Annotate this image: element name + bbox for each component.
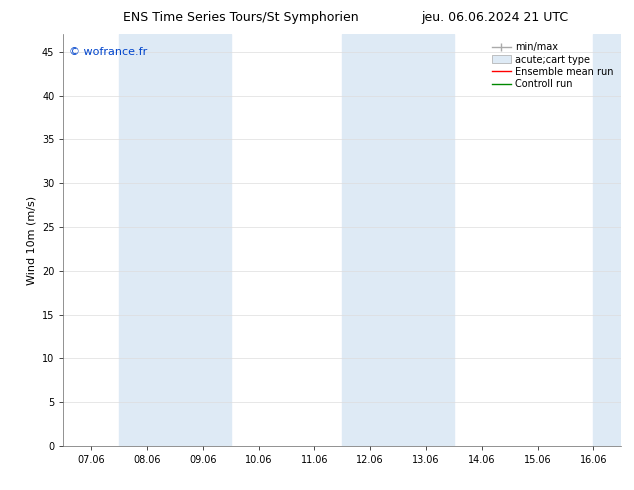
- Bar: [342, 34, 454, 446]
- Bar: [119, 34, 231, 446]
- Text: jeu. 06.06.2024 21 UTC: jeu. 06.06.2024 21 UTC: [421, 11, 568, 24]
- Text: ENS Time Series Tours/St Symphorien: ENS Time Series Tours/St Symphorien: [123, 11, 359, 24]
- Y-axis label: Wind 10m (m/s): Wind 10m (m/s): [27, 196, 36, 285]
- Legend: min/max, acute;cart type, Ensemble mean run, Controll run: min/max, acute;cart type, Ensemble mean …: [489, 39, 616, 92]
- Text: © wofrance.fr: © wofrance.fr: [69, 47, 147, 57]
- Bar: [593, 34, 621, 446]
